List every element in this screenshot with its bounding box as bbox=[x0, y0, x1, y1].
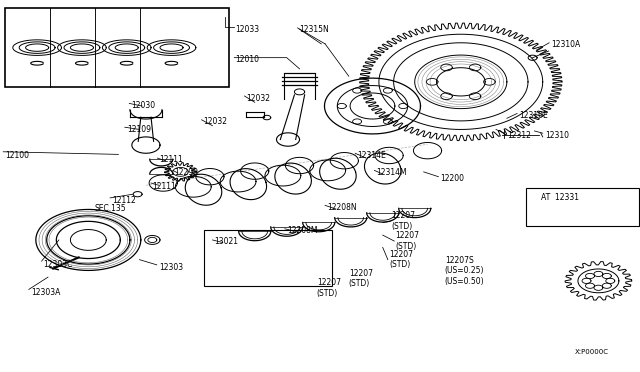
Text: 12314E: 12314E bbox=[357, 151, 386, 160]
Text: 13021: 13021 bbox=[214, 237, 239, 246]
Text: 12030: 12030 bbox=[131, 101, 156, 110]
Text: 12109: 12109 bbox=[127, 125, 151, 134]
Bar bbox=[204, 230, 332, 286]
Text: 12310A: 12310A bbox=[552, 40, 581, 49]
Text: SEC.135: SEC.135 bbox=[95, 204, 126, 213]
Bar bbox=[5, 8, 229, 87]
Text: 12315N: 12315N bbox=[300, 25, 329, 34]
Text: 12207
(STD): 12207 (STD) bbox=[392, 211, 416, 231]
Text: 12111: 12111 bbox=[159, 155, 182, 164]
Bar bbox=[526, 188, 639, 226]
Text: 12208N: 12208N bbox=[328, 203, 357, 212]
Text: 12314M: 12314M bbox=[376, 168, 407, 177]
Text: 12310E: 12310E bbox=[520, 111, 548, 120]
Text: 12112: 12112 bbox=[112, 196, 136, 205]
Text: 12207
(STD): 12207 (STD) bbox=[396, 231, 420, 251]
Text: 12200: 12200 bbox=[440, 174, 464, 183]
Text: 12207
(STD): 12207 (STD) bbox=[349, 269, 372, 288]
Text: 12299: 12299 bbox=[174, 168, 198, 177]
Text: 12208M: 12208M bbox=[287, 226, 317, 235]
Text: 12033: 12033 bbox=[236, 25, 260, 34]
Text: 12111: 12111 bbox=[152, 182, 176, 190]
Text: 12010: 12010 bbox=[236, 55, 260, 64]
Text: 12032: 12032 bbox=[246, 94, 270, 103]
Text: X:P0000C: X:P0000C bbox=[575, 349, 609, 355]
Text: 12310: 12310 bbox=[545, 131, 570, 140]
Text: 12303: 12303 bbox=[159, 263, 183, 272]
Text: 12100: 12100 bbox=[5, 151, 29, 160]
Text: 12207
(STD): 12207 (STD) bbox=[389, 250, 413, 269]
Text: 12207S
(US=0.25)
(US=0.50): 12207S (US=0.25) (US=0.50) bbox=[445, 256, 484, 286]
Text: 12303C: 12303C bbox=[44, 260, 73, 269]
Text: AT  12331: AT 12331 bbox=[541, 193, 579, 202]
Text: 12312: 12312 bbox=[507, 131, 531, 140]
Text: 12207
(STD): 12207 (STD) bbox=[317, 278, 341, 298]
Text: 12303A: 12303A bbox=[31, 288, 60, 297]
Text: 12032: 12032 bbox=[204, 117, 228, 126]
